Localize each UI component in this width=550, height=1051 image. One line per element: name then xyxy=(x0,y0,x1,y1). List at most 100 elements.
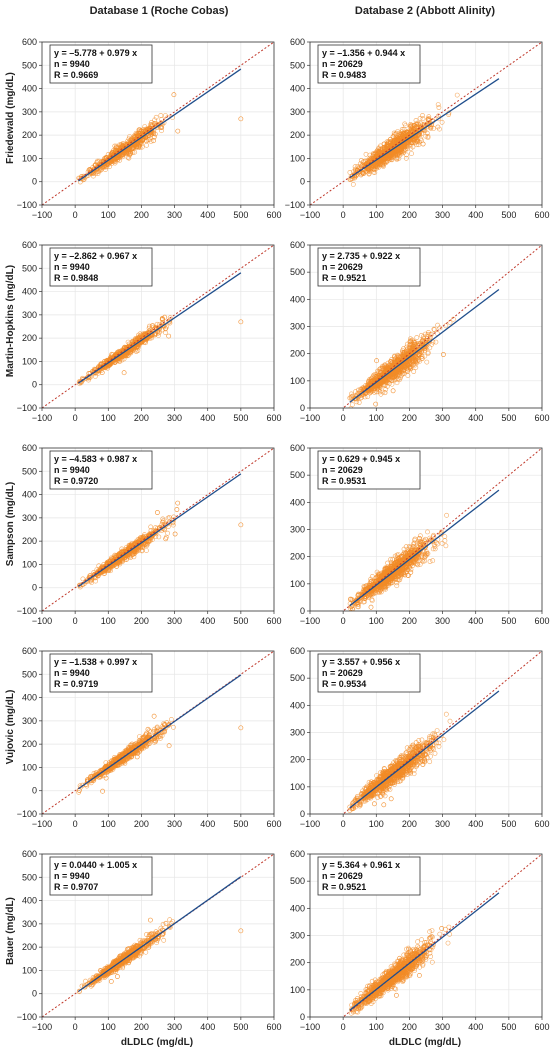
x-tick-label: 400 xyxy=(200,616,215,626)
scatter-point xyxy=(405,373,411,378)
scatter-point xyxy=(166,515,172,520)
stats-r: R = 0.9669 xyxy=(54,70,98,80)
scatter-point xyxy=(94,160,100,165)
scatter-point xyxy=(425,133,431,139)
scatter-points xyxy=(76,314,244,387)
scatter-point xyxy=(130,551,136,557)
scatter-point xyxy=(430,546,436,552)
scatter-point xyxy=(175,128,181,134)
scatter-point xyxy=(411,369,417,374)
x-tick-label: 500 xyxy=(501,413,516,423)
y-tick-label: 100 xyxy=(22,356,37,366)
scatter-point xyxy=(118,153,123,159)
scatter-point xyxy=(386,153,392,158)
scatter-point xyxy=(163,536,169,542)
stats-box xyxy=(49,247,153,287)
identity-line xyxy=(42,42,274,205)
scatter-point xyxy=(128,348,133,354)
scatter-point xyxy=(371,162,376,168)
scatter-point xyxy=(139,547,145,553)
stats-box xyxy=(49,44,153,84)
regression-line xyxy=(78,473,242,588)
identity-line xyxy=(342,245,542,408)
y-tick-label: 300 xyxy=(290,322,305,332)
scatter-point xyxy=(390,388,396,394)
stats-box xyxy=(317,247,421,287)
scatter-point xyxy=(98,565,104,571)
scatter-point xyxy=(416,132,421,138)
scatter-point xyxy=(109,160,115,166)
y-tick-label: 200 xyxy=(22,333,37,343)
scatter-point xyxy=(174,507,180,512)
scatter-point xyxy=(368,380,374,386)
scatter-point xyxy=(409,363,415,369)
scatter-point xyxy=(162,314,168,320)
scatter-point xyxy=(171,517,177,523)
x-tick-label: 200 xyxy=(134,616,149,626)
x-tick-label: 400 xyxy=(468,413,483,423)
scatter-point xyxy=(102,570,108,576)
plot-frame xyxy=(41,244,275,409)
scatter-point xyxy=(411,122,417,128)
row-label-sampson: Sampson (mg/dL) xyxy=(5,482,16,566)
scatter-point xyxy=(160,319,166,325)
scatter-point xyxy=(238,522,244,528)
scatter-point xyxy=(414,123,420,129)
x-tick-label: 100 xyxy=(369,210,384,220)
scatter-point xyxy=(146,137,152,142)
scatter-point xyxy=(435,322,440,328)
x-tick-label: 100 xyxy=(369,413,384,423)
x-tick-label: −100 xyxy=(32,413,52,423)
y-tick-label: 500 xyxy=(290,60,305,70)
scatter-point xyxy=(110,357,115,363)
scatter-point xyxy=(408,126,414,132)
scatter-point xyxy=(425,335,430,341)
scatter-point xyxy=(153,114,159,120)
scatter-point xyxy=(372,170,378,175)
x-tick-label: 500 xyxy=(233,616,248,626)
scatter-point xyxy=(350,181,356,187)
scatter-point xyxy=(373,401,379,407)
scatter-point xyxy=(421,549,427,554)
scatter-point xyxy=(238,319,244,325)
scatter-point xyxy=(377,372,383,378)
y-tick-label: 100 xyxy=(22,153,37,163)
stats-n: n = 20629 xyxy=(322,59,363,69)
scatter-points xyxy=(77,500,244,590)
scatter-point xyxy=(118,355,123,361)
scatter-point xyxy=(393,359,399,365)
scatter-point xyxy=(149,533,155,539)
scatter-point xyxy=(360,171,366,176)
scatter-point xyxy=(414,142,420,148)
scatter-point xyxy=(152,131,158,137)
scatter-point xyxy=(420,334,426,340)
scatter-point xyxy=(410,347,416,353)
stats-n: n = 9940 xyxy=(54,465,90,475)
scatter-point xyxy=(420,141,426,147)
scatter-point xyxy=(417,536,422,541)
stats-box xyxy=(317,44,421,84)
scatter-point xyxy=(386,373,392,379)
scatter-point xyxy=(404,129,410,135)
scatter-point xyxy=(413,118,419,123)
scatter-point xyxy=(382,390,388,396)
scatter-point xyxy=(159,128,164,134)
scatter-point xyxy=(375,368,380,374)
y-tick-label: 200 xyxy=(290,130,305,140)
x-tick-label: 0 xyxy=(341,210,346,220)
scatter-points xyxy=(347,316,456,408)
scatter-point xyxy=(376,160,381,165)
scatter-point xyxy=(436,105,442,110)
scatter-point xyxy=(96,367,102,372)
x-tick-label: 0 xyxy=(73,210,78,220)
scatter-point xyxy=(408,123,414,129)
scatter-point xyxy=(356,400,362,405)
y-tick-label: 400 xyxy=(290,294,305,304)
scatter-point xyxy=(419,353,425,359)
scatter-point xyxy=(146,325,152,331)
scatter-point xyxy=(380,163,386,169)
x-axis-label-db1: dLDLC (mg/dL) xyxy=(121,1037,193,1048)
y-tick-label: 600 xyxy=(22,443,37,453)
scatter-point xyxy=(156,332,161,338)
